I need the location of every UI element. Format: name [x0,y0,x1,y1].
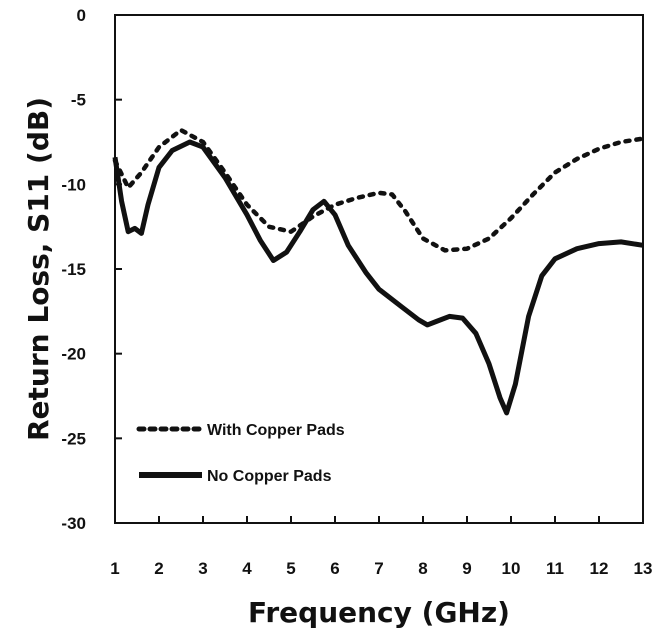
x-tick-label: 7 [374,559,383,578]
y-tick-label: 0 [77,6,86,25]
x-tick-label: 3 [198,559,207,578]
series-line-with-copper-pads [112,127,646,253]
y-axis-ticks: 0 -5 -10 -15 -20 -25 -30 [61,6,122,533]
series-line-no-copper-pads [112,139,644,416]
plot-area-frame [114,14,644,524]
legend-label-no-copper-pads: No Copper Pads [207,468,332,485]
y-tick-label: -15 [61,260,86,279]
x-tick-label: 12 [590,559,609,578]
x-axis-ticks: 1 2 3 4 5 6 7 8 9 10 11 12 13 [110,516,652,578]
legend-label-with-copper-pads: With Copper Pads [207,422,345,439]
x-tick-label: 10 [502,559,521,578]
y-tick-label: -20 [61,345,86,364]
x-axis-title: Frequency (GHz) [248,596,510,629]
x-tick-label: 2 [154,559,163,578]
x-tick-label: 6 [330,559,339,578]
series-layer [112,127,646,416]
y-tick-label: -25 [61,429,86,448]
y-tick-label: -10 [61,175,86,194]
y-tick-label: -5 [71,91,86,110]
y-tick-label: -30 [61,514,86,533]
x-tick-label: 1 [110,559,119,578]
x-tick-label: 5 [286,559,295,578]
x-tick-label: 8 [418,559,427,578]
x-tick-label: 13 [634,559,653,578]
y-axis-title: Return Loss, S11 (dB) [22,97,55,441]
legend: With Copper Pads No Copper Pads [136,422,345,485]
x-tick-label: 4 [242,559,252,578]
x-tick-label: 9 [462,559,471,578]
x-tick-label: 11 [546,559,564,578]
